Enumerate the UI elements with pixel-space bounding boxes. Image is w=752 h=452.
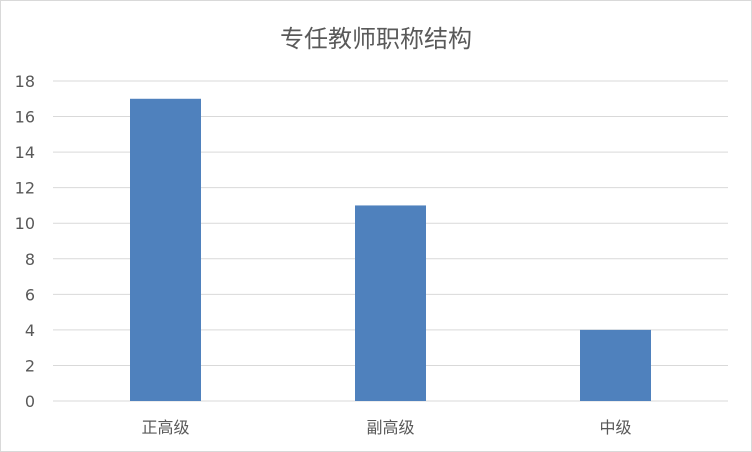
y-tick-label: 12	[15, 179, 35, 198]
y-tick-label: 6	[25, 285, 35, 304]
y-tick-label: 4	[25, 321, 35, 340]
bar	[355, 205, 426, 401]
bar	[130, 98, 201, 402]
y-tick-label: 8	[25, 250, 35, 269]
y-tick-label: 16	[15, 108, 35, 127]
y-tick-label: 0	[25, 392, 35, 411]
x-tick-label: 副高级	[366, 418, 414, 437]
y-tick-label: 2	[25, 356, 35, 375]
x-tick-label: 中级	[599, 418, 631, 437]
y-tick-label: 18	[15, 72, 35, 91]
x-tick-label: 正高级	[141, 418, 189, 437]
y-tick-label: 14	[15, 143, 35, 162]
chart-title: 专任教师职称结构	[280, 25, 472, 53]
y-tick-label: 10	[15, 214, 35, 233]
bar	[580, 329, 651, 401]
